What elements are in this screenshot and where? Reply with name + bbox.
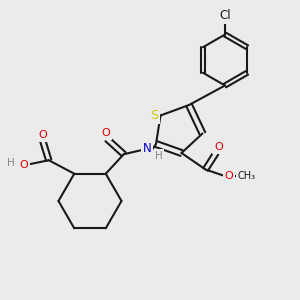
Text: Cl: Cl	[219, 9, 231, 22]
Text: O: O	[101, 128, 110, 138]
Text: S: S	[150, 109, 158, 122]
Text: O: O	[214, 142, 223, 152]
Text: O: O	[224, 171, 233, 181]
Text: N: N	[142, 142, 151, 155]
Text: O: O	[19, 160, 28, 170]
Text: H: H	[7, 158, 14, 168]
Text: O: O	[38, 130, 47, 140]
Text: CH₃: CH₃	[238, 171, 256, 181]
Text: H: H	[155, 151, 163, 161]
